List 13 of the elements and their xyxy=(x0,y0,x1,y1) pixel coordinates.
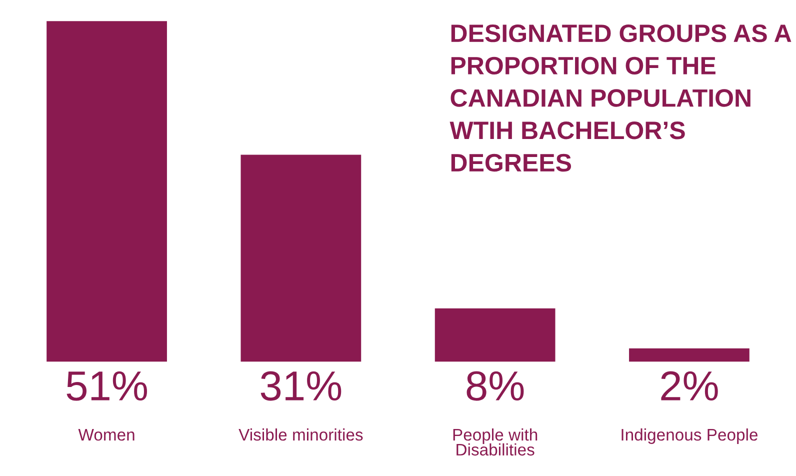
data-label: 2% xyxy=(661,371,718,401)
x-tick-label: Visible minorities xyxy=(238,428,363,441)
data-label: 31% xyxy=(260,371,342,401)
data-label: 51% xyxy=(66,371,147,401)
bar xyxy=(46,21,167,362)
x-tick-label: Indigenous People xyxy=(622,428,758,444)
bar xyxy=(629,348,750,362)
bar xyxy=(240,154,362,362)
x-tick-label: Women xyxy=(78,429,134,441)
text: DESIGNATED GROUPS AS A PROPORTION OF THE CANADIAN POPULATION WTIH BACHELOR’S DEGREES xyxy=(450,24,792,172)
data-label: 8% xyxy=(466,371,524,401)
bar xyxy=(434,308,556,362)
x-tick-label: People with Disabilities xyxy=(453,428,538,456)
